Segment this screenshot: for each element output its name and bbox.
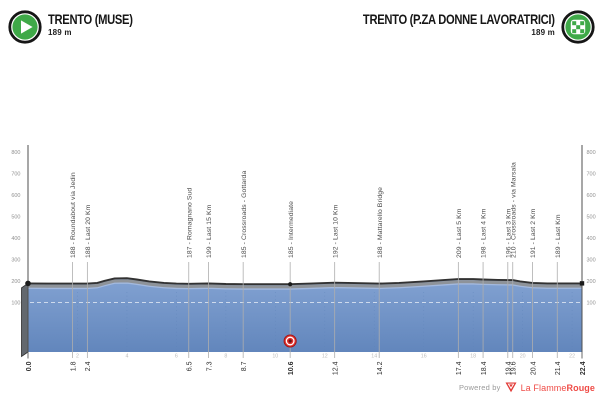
- finish-icon: [561, 10, 595, 44]
- minor-km-label: 22: [569, 354, 575, 360]
- sprint-ring: [285, 336, 295, 346]
- minor-km-label: 16: [421, 354, 427, 360]
- waypoint-label: 209 - Last 5 Km: [456, 208, 463, 258]
- y-axis-tick-label: 200: [11, 279, 20, 285]
- km-label: 21.4: [555, 361, 562, 375]
- km-label: 2.4: [85, 361, 92, 371]
- y-axis-tick-label: 800: [11, 150, 20, 156]
- waypoint-label: 188 - Roundabout via Jedin: [70, 172, 77, 258]
- waypoint-label: 185 - Crossroads - Gottarda: [241, 171, 248, 258]
- waypoint-label: 199 - Last 15 Km: [206, 204, 213, 258]
- header: TRENTO (MUSE) 189 m TRENTO (P.ZA DONNE L…: [8, 10, 595, 44]
- y-axis-tick-label: 200: [587, 279, 596, 285]
- km-label: 18.4: [481, 361, 488, 375]
- minor-km-label: 8: [224, 354, 227, 360]
- km-label: 0.0: [26, 361, 33, 371]
- y-axis-tick-label: 300: [11, 258, 20, 264]
- y-axis-tick-label: 600: [587, 193, 596, 199]
- finish-title: TRENTO (P.ZA DONNE LAVORATRICI): [363, 11, 555, 27]
- y-axis-tick-label: 700: [11, 172, 20, 178]
- waypoint-label: 187 - Romagnano Sud: [186, 188, 193, 258]
- sprint-center: [288, 339, 292, 343]
- waypoint-label: 191 - Last 2 Km: [530, 208, 537, 258]
- y-axis-tick-label: 300: [587, 258, 596, 264]
- waypoint-label: 210 - Crossroads - via Marsala: [510, 162, 517, 258]
- profile-area: [28, 278, 582, 352]
- y-axis-tick-label: 500: [587, 215, 596, 221]
- km-label: 7.3: [206, 361, 213, 371]
- checkered-flag-icon: [572, 21, 585, 34]
- brand-link[interactable]: La FlammeRouge: [521, 383, 595, 393]
- minor-km-label: 14: [371, 354, 377, 360]
- waypoint-label: 196 - Last 3 Km: [505, 208, 512, 258]
- km-label: 14.2: [377, 361, 384, 375]
- km-label: 10.6: [288, 361, 295, 375]
- intermediate-point-dot: [288, 282, 293, 287]
- powered-by-label: Powered by: [458, 383, 501, 392]
- minor-km-label: 6: [175, 354, 178, 360]
- y-axis-tick-label: 600: [11, 193, 20, 199]
- y-axis-tick-label: 500: [11, 215, 20, 221]
- start-elevation: 189 m: [48, 28, 72, 37]
- start-icon: [8, 10, 42, 44]
- y-axis-tick-label: 800: [587, 150, 596, 156]
- km-label: 20.4: [530, 361, 537, 375]
- km-label: 6.5: [187, 361, 194, 371]
- waypoint-label: 185 - Intermediate: [288, 201, 295, 258]
- minor-km-label: 10: [272, 354, 278, 360]
- surface-lightblue-band: [27, 282, 582, 290]
- km-label: 17.4: [456, 361, 463, 375]
- km-label: 19.6: [511, 361, 518, 375]
- finish-point-dot: [579, 281, 585, 286]
- finish-block: TRENTO (P.ZA DONNE LAVORATRICI) 189 m: [309, 10, 595, 44]
- surface-line: [27, 277, 582, 286]
- play-icon: [21, 20, 33, 34]
- km-label: 1.8: [70, 361, 77, 371]
- y-axis-tick-label: 100: [587, 301, 596, 307]
- start-block: TRENTO (MUSE) 189 m: [8, 10, 160, 44]
- y-axis-tick-label: 100: [11, 301, 20, 307]
- waypoint-label: 192 - Last 10 Km: [332, 204, 339, 258]
- start-point-dot: [25, 280, 31, 287]
- minor-km-label: 4: [125, 354, 128, 360]
- finish-elevation: 189 m: [531, 28, 555, 37]
- la-flamme-rouge-logo-icon: [505, 382, 517, 393]
- surface-gray-band: [27, 279, 582, 289]
- sprint-marker-icon: [283, 334, 297, 348]
- km-label: 22.4: [580, 361, 587, 375]
- y-axis-tick-label: 400: [11, 236, 20, 242]
- km-label: 12.4: [333, 361, 340, 375]
- brand-bold: Rouge: [566, 382, 595, 393]
- y-axis-tick-label: 400: [587, 236, 596, 242]
- start-title: TRENTO (MUSE): [48, 11, 133, 27]
- km-label: 19.4: [506, 361, 513, 375]
- minor-km-label: 12: [322, 354, 328, 360]
- waypoint-label: 188 - Mattarello Bridge: [377, 187, 384, 258]
- minor-km-label: 18: [470, 354, 476, 360]
- waypoint-label: 189 - Last Km: [555, 214, 562, 258]
- km-label: 8.7: [241, 361, 248, 371]
- minor-km-label: 20: [520, 354, 526, 360]
- waypoint-label: 198 - Last 4 Km: [481, 208, 488, 258]
- footer: Powered by La FlammeRouge: [459, 382, 595, 393]
- brand-regular: La Flamme: [520, 382, 567, 393]
- waypoint-label: 188 - Last 20 Km: [85, 204, 92, 258]
- minor-km-label: 2: [76, 354, 79, 360]
- y-axis-tick-label: 700: [587, 172, 596, 178]
- left-edge-wedge: [21, 282, 29, 358]
